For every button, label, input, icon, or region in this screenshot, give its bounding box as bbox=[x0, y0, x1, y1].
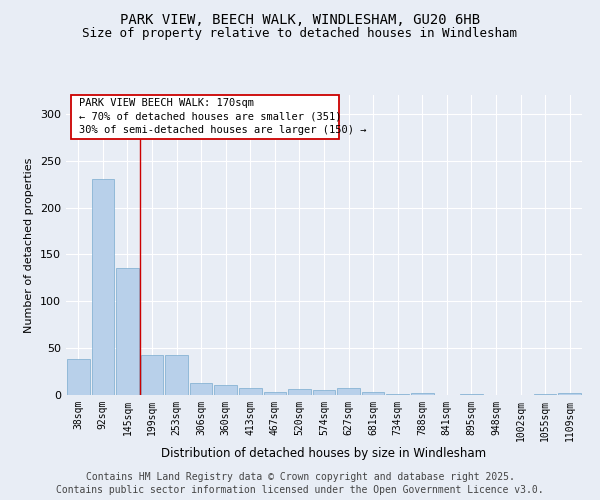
Bar bbox=[92, 180, 114, 395]
Bar bbox=[534, 394, 556, 395]
Text: PARK VIEW, BEECH WALK, WINDLESHAM, GU20 6HB: PARK VIEW, BEECH WALK, WINDLESHAM, GU20 … bbox=[120, 12, 480, 26]
Bar bbox=[67, 360, 89, 395]
Bar bbox=[263, 392, 286, 395]
Bar bbox=[140, 354, 163, 395]
Bar bbox=[190, 383, 212, 395]
Bar bbox=[313, 390, 335, 395]
Text: Size of property relative to detached houses in Windlesham: Size of property relative to detached ho… bbox=[83, 28, 517, 40]
Bar bbox=[288, 390, 311, 395]
Bar bbox=[239, 388, 262, 395]
Bar bbox=[337, 388, 360, 395]
Bar bbox=[559, 393, 581, 395]
Bar bbox=[116, 268, 139, 395]
Text: ← 70% of detached houses are smaller (351): ← 70% of detached houses are smaller (35… bbox=[79, 112, 341, 122]
Text: Contains public sector information licensed under the Open Government Licence v3: Contains public sector information licen… bbox=[56, 485, 544, 495]
Text: Contains HM Land Registry data © Crown copyright and database right 2025.: Contains HM Land Registry data © Crown c… bbox=[86, 472, 514, 482]
FancyBboxPatch shape bbox=[71, 95, 340, 138]
X-axis label: Distribution of detached houses by size in Windlesham: Distribution of detached houses by size … bbox=[161, 446, 487, 460]
Bar bbox=[411, 393, 434, 395]
Bar bbox=[362, 392, 385, 395]
Bar bbox=[214, 384, 237, 395]
Y-axis label: Number of detached properties: Number of detached properties bbox=[25, 158, 34, 332]
Bar bbox=[386, 394, 409, 395]
Bar bbox=[460, 394, 483, 395]
Text: PARK VIEW BEECH WALK: 170sqm: PARK VIEW BEECH WALK: 170sqm bbox=[79, 98, 254, 108]
Text: 30% of semi-detached houses are larger (150) →: 30% of semi-detached houses are larger (… bbox=[79, 125, 367, 135]
Bar bbox=[165, 354, 188, 395]
